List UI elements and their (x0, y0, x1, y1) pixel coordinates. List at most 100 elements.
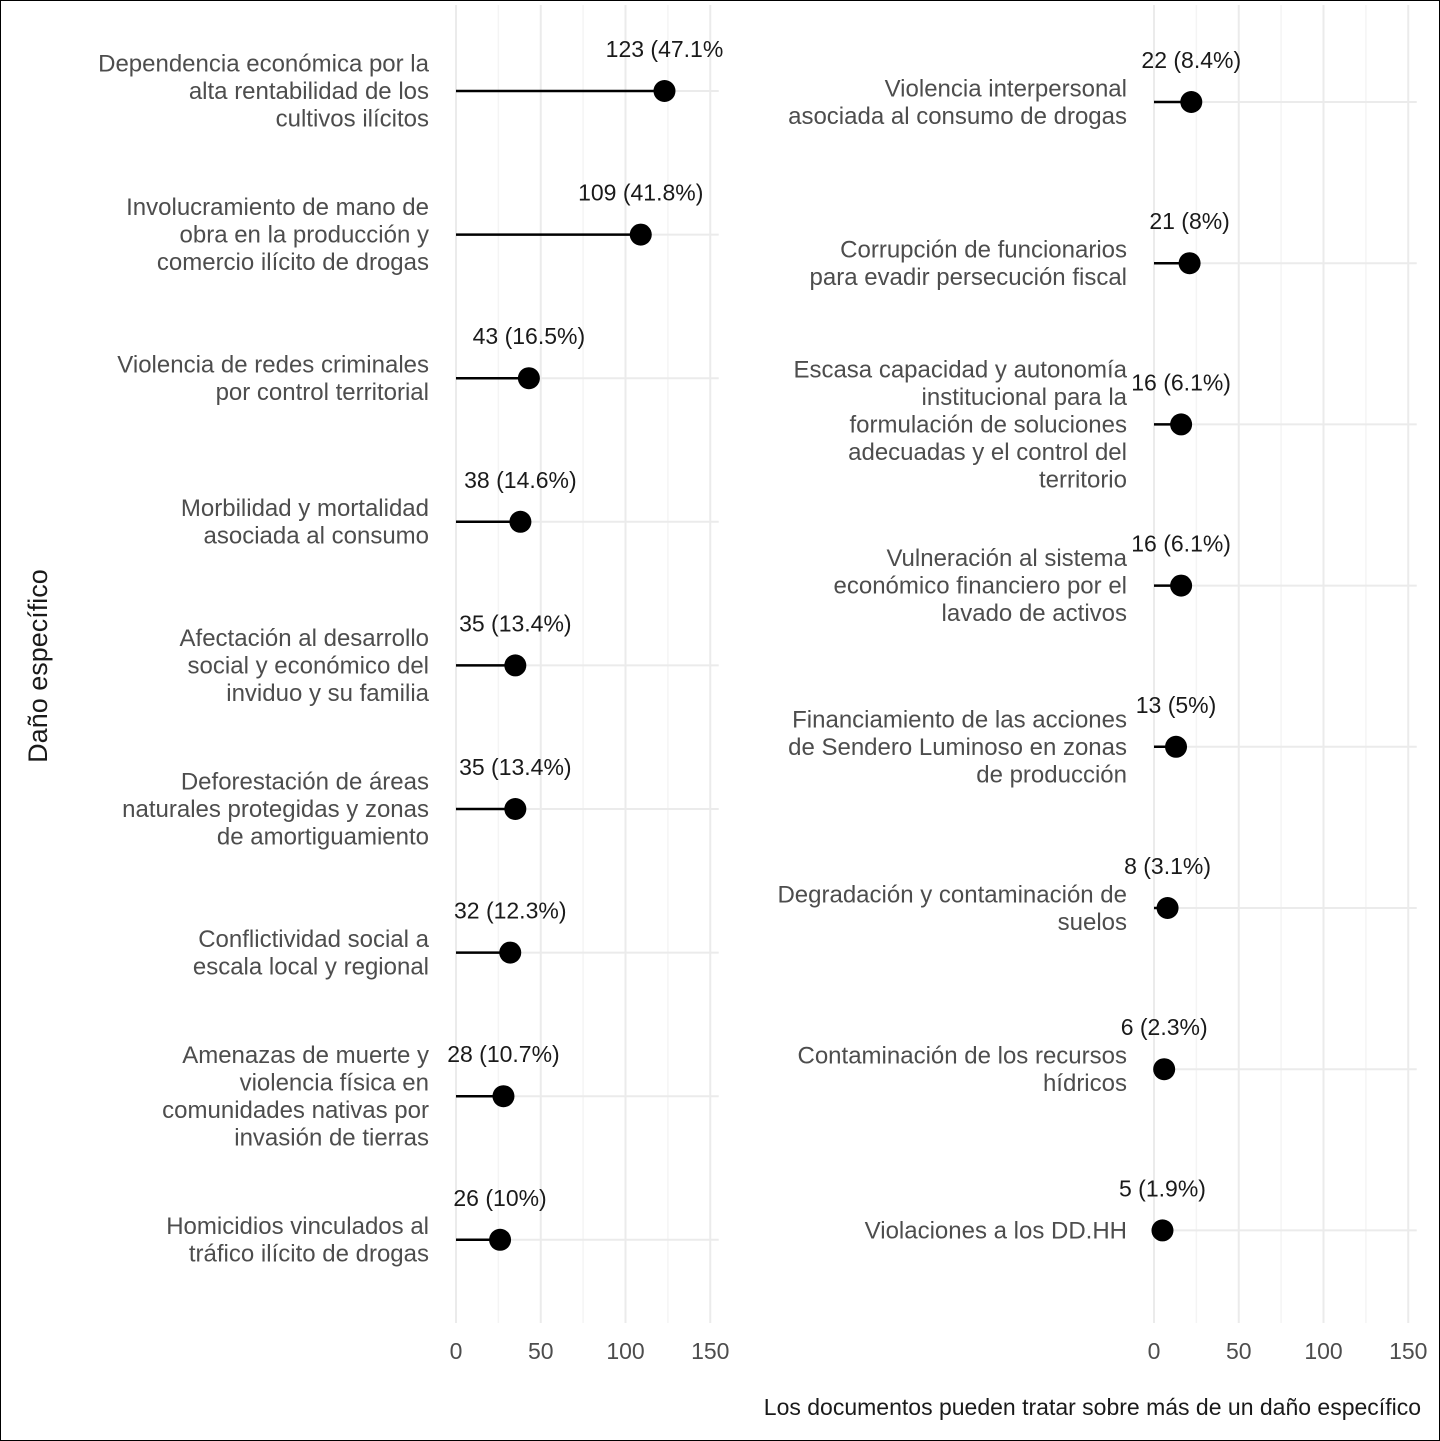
data-label: 35 (13.4%) (459, 610, 572, 636)
lollipop-point (517, 367, 540, 390)
category-label-line: de Sendero Luminoso en zonas (788, 734, 1127, 761)
category-label-line: territorio (1039, 466, 1127, 493)
lollipop-point (653, 80, 676, 102)
data-label: 32 (12.3%) (454, 898, 567, 924)
category-label: Contaminación de los recursos hídricos (798, 1042, 1128, 1097)
category-label-line: de producción (976, 761, 1127, 788)
category-label: Involucramiento de mano de obra en la pro… (126, 194, 429, 276)
category-label: Degradación y contaminación de suelos (777, 881, 1127, 936)
category-label-line: violencia física en (240, 1069, 429, 1096)
category-label: Escasa capacidad y autonomía instituciona… (793, 356, 1127, 493)
category-label-line: alta rentabilidad de los (189, 78, 429, 105)
category-label: Corrupción de funcionarios para evadir pe… (810, 236, 1128, 291)
category-label-line: Violencia de redes criminales (117, 351, 429, 378)
category-label-line: Contaminación de los recursos (798, 1042, 1128, 1069)
lollipop-point (629, 223, 652, 246)
category-label-line: Afectación al desarrollo (180, 625, 429, 652)
category-label-line: naturales protegidas y zonas (122, 796, 429, 823)
category-label-line: de amortiguamiento (217, 824, 429, 851)
category-label-line: Violaciones a los DD.HH (865, 1217, 1127, 1244)
labels-layer: 0 50 100 150 123 (47.1% Dependencia económica… (98, 36, 1427, 1364)
data-label: 26 (10%) (453, 1185, 546, 1211)
category-label-line: Homicidios vinculados al (166, 1213, 429, 1240)
category-label-line: económico financiero por el (834, 573, 1128, 600)
category-label-line: obra en la producción y (180, 222, 430, 249)
category-label-line: por control territorial (216, 379, 429, 406)
lollipop-point (1170, 413, 1193, 436)
category-label-line: Involucramiento de mano de (126, 194, 429, 221)
category-label-line: adecuadas y el control del (848, 439, 1127, 466)
data-label: 5 (1.9%) (1119, 1175, 1206, 1201)
category-label-line: comercio ilícito de drogas (157, 249, 429, 276)
data-label: 8 (3.1%) (1124, 853, 1211, 879)
x-tick-label: 0 (450, 1338, 463, 1364)
category-label: Vulneración al sistema económico financie… (834, 545, 1128, 627)
category-label: Violencia de redes criminales por control… (117, 351, 429, 406)
data-label: 35 (13.4%) (459, 754, 572, 780)
category-label-line: institucional para la (922, 384, 1128, 411)
category-label-line: Amenazas de muerte y (182, 1042, 429, 1069)
category-label: Afectación al desarrollo social y económi… (180, 625, 430, 707)
lollipop-point (1153, 1058, 1176, 1081)
category-label-line: Dependencia económica por la (98, 51, 430, 78)
category-label: Deforestación de áreas naturales protegid… (122, 769, 429, 851)
category-label-line: formulación de soluciones (850, 411, 1128, 438)
x-tick-label: 150 (1389, 1338, 1427, 1364)
category-label-line: Conflictividad social a (198, 926, 429, 953)
category-label-line: Morbilidad y mortalidad (181, 495, 429, 522)
x-tick-label: 0 (1148, 1338, 1161, 1364)
lollipop-point (1170, 574, 1193, 597)
category-label-line: asociada al consumo de drogas (788, 103, 1127, 130)
category-label-line: Violencia interpersonal (885, 75, 1127, 102)
category-label: Violaciones a los DD.HH (865, 1217, 1127, 1244)
marks-layer (456, 80, 1203, 1251)
category-label-line: Escasa capacidad y autonomía (793, 356, 1127, 383)
category-label: Dependencia económica por la alta rentabi… (98, 51, 430, 133)
x-tick-label: 50 (1226, 1338, 1252, 1364)
x-tick-label: 150 (691, 1338, 729, 1364)
lollipop-point (1151, 1219, 1174, 1242)
category-label-line: invasión de tierras (234, 1124, 429, 1151)
category-label: Violencia interpersonal asociada al consu… (788, 75, 1127, 130)
data-label: 21 (8%) (1149, 208, 1230, 234)
x-tick-label: 50 (528, 1338, 554, 1364)
category-label: Conflictividad social a escala local y re… (193, 926, 430, 981)
lollipop-point (1180, 91, 1203, 113)
lollipop-point (509, 510, 532, 533)
data-label: 109 (41.8%) (578, 180, 703, 206)
category-label-line: Degradación y contaminación de (777, 881, 1127, 908)
data-label: 6 (2.3%) (1121, 1014, 1208, 1040)
lollipop-point (489, 1228, 512, 1251)
lollipop-point (1156, 897, 1179, 919)
data-label: 28 (10.7%) (447, 1041, 560, 1067)
category-label: Morbilidad y mortalidad asociada al consu… (181, 495, 429, 550)
lollipop-point (504, 798, 527, 820)
category-label-line: hídricos (1043, 1070, 1127, 1097)
category-label-line: inviduo y su familia (226, 680, 429, 707)
chart-caption: Los documentos pueden tratar sobre más d… (764, 1394, 1421, 1420)
data-label: 13 (5%) (1136, 692, 1217, 718)
data-label: 43 (16.5%) (473, 323, 586, 349)
lollipop-point (504, 654, 527, 677)
data-label: 16 (6.1%) (1131, 369, 1231, 395)
category-label-line: Corrupción de funcionarios (840, 236, 1127, 263)
category-label-line: para evadir persecución fiscal (810, 264, 1128, 291)
category-label: Financiamiento de las acciones de Sendero… (788, 706, 1127, 788)
category-label-line: lavado de activos (942, 600, 1127, 627)
data-label: 22 (8.4%) (1141, 47, 1241, 73)
category-label-line: tráfico ilícito de drogas (189, 1241, 429, 1268)
lollipop-point (492, 1085, 515, 1108)
x-tick-label: 100 (1304, 1338, 1342, 1364)
y-axis-title: Daño específico (23, 569, 53, 763)
category-label-line: suelos (1058, 909, 1127, 936)
category-label-line: social y económico del (188, 652, 429, 679)
lollipop-point (1165, 735, 1188, 758)
category-label-line: Vulneración al sistema (886, 545, 1127, 572)
data-label: 16 (6.1%) (1131, 531, 1231, 557)
x-tick-label: 100 (606, 1338, 644, 1364)
category-label-line: asociada al consumo (204, 523, 429, 550)
data-label: 38 (14.6%) (464, 467, 577, 493)
category-label-line: escala local y regional (193, 953, 429, 980)
